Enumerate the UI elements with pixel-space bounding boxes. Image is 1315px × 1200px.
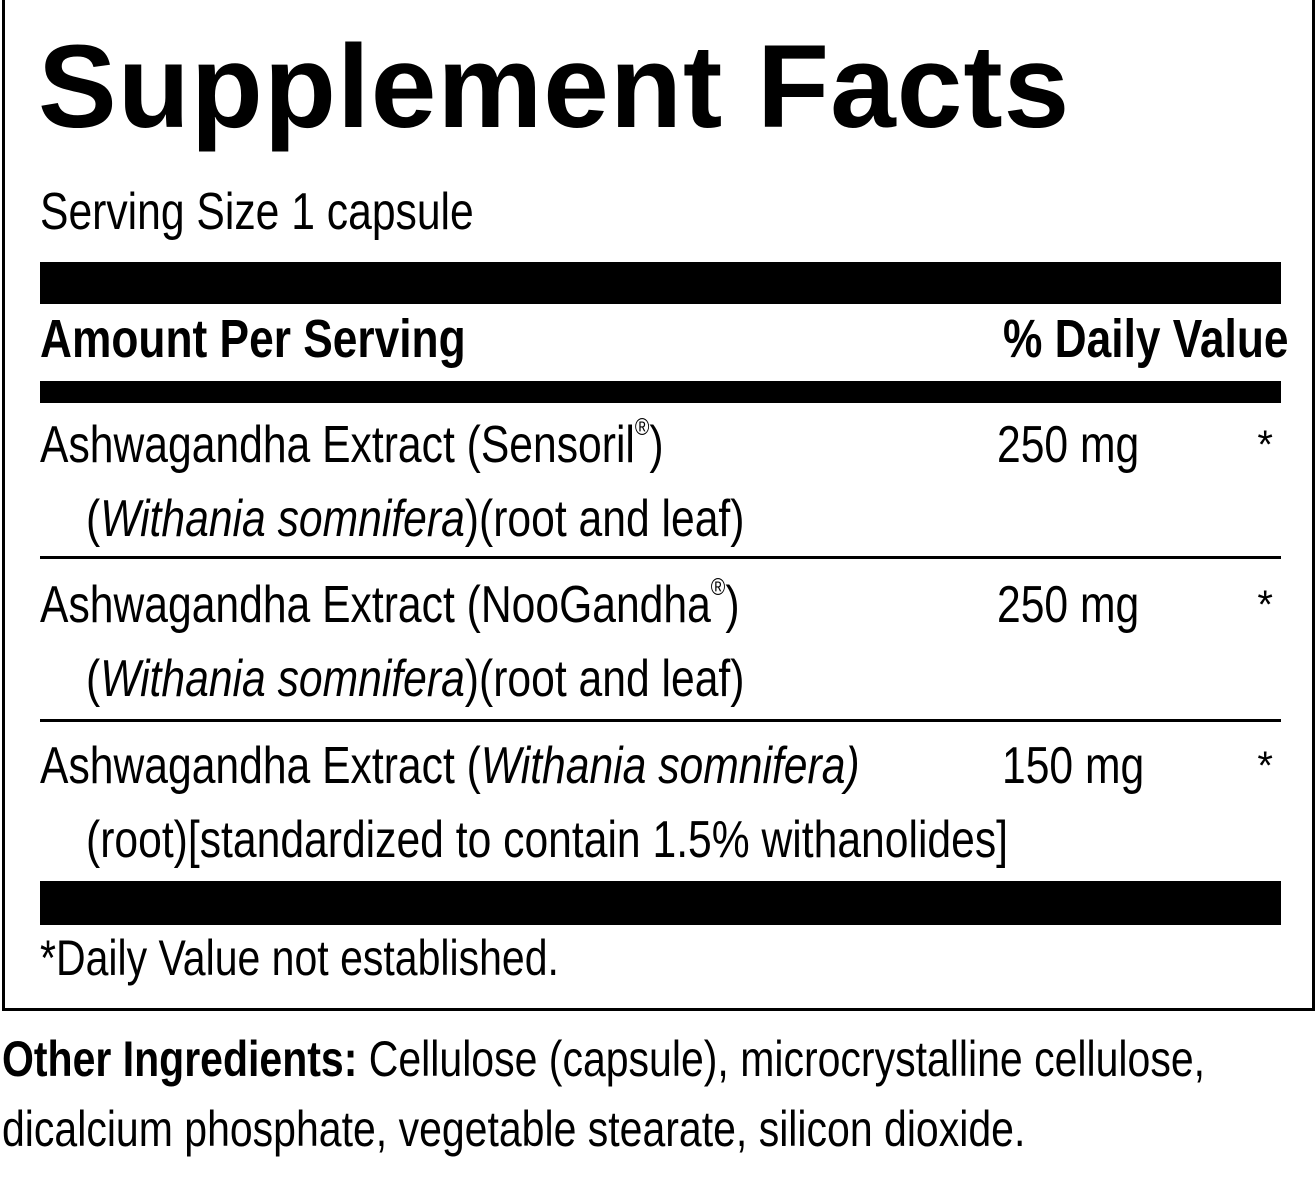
daily-value: * [1257, 423, 1273, 467]
row-divider [40, 719, 1281, 722]
ingredient-row: Ashwagandha Extract (Withania somnifera)… [40, 729, 1281, 877]
daily-value: * [1257, 583, 1273, 627]
other-ingredients-label: Other Ingredients: [2, 1031, 358, 1087]
ingredient-row: Ashwagandha Extract (NooGandha®) (Withan… [40, 568, 1281, 716]
amount-per-serving-header: Amount Per Serving [40, 312, 559, 366]
amount: 250 mg [997, 416, 1140, 474]
medium-divider [40, 381, 1281, 403]
daily-value: * [1257, 744, 1273, 788]
ingredient-row: Ashwagandha Extract (Sensoril®) (Withani… [40, 408, 1281, 556]
dv-header-text: % Daily Value [1003, 309, 1289, 369]
other-ingredients: Other Ingredients: Cellulose (capsule), … [2, 1031, 1206, 1157]
serving-size-text: Serving Size 1 capsule [40, 183, 474, 241]
amount: 150 mg [1002, 737, 1145, 795]
footnote: *Daily Value not established. [40, 930, 559, 986]
supplement-facts-panel [2, 0, 1315, 1011]
thick-divider [40, 262, 1281, 304]
row-divider [40, 556, 1281, 559]
amount: 250 mg [997, 576, 1140, 634]
serving-size: Serving Size 1 capsule [40, 186, 569, 238]
amount-header-text: Amount Per Serving [40, 309, 466, 369]
daily-value-header: % Daily Value [1003, 312, 1315, 366]
thick-divider [40, 881, 1281, 925]
panel-title: Supplement Facts [38, 21, 1071, 153]
